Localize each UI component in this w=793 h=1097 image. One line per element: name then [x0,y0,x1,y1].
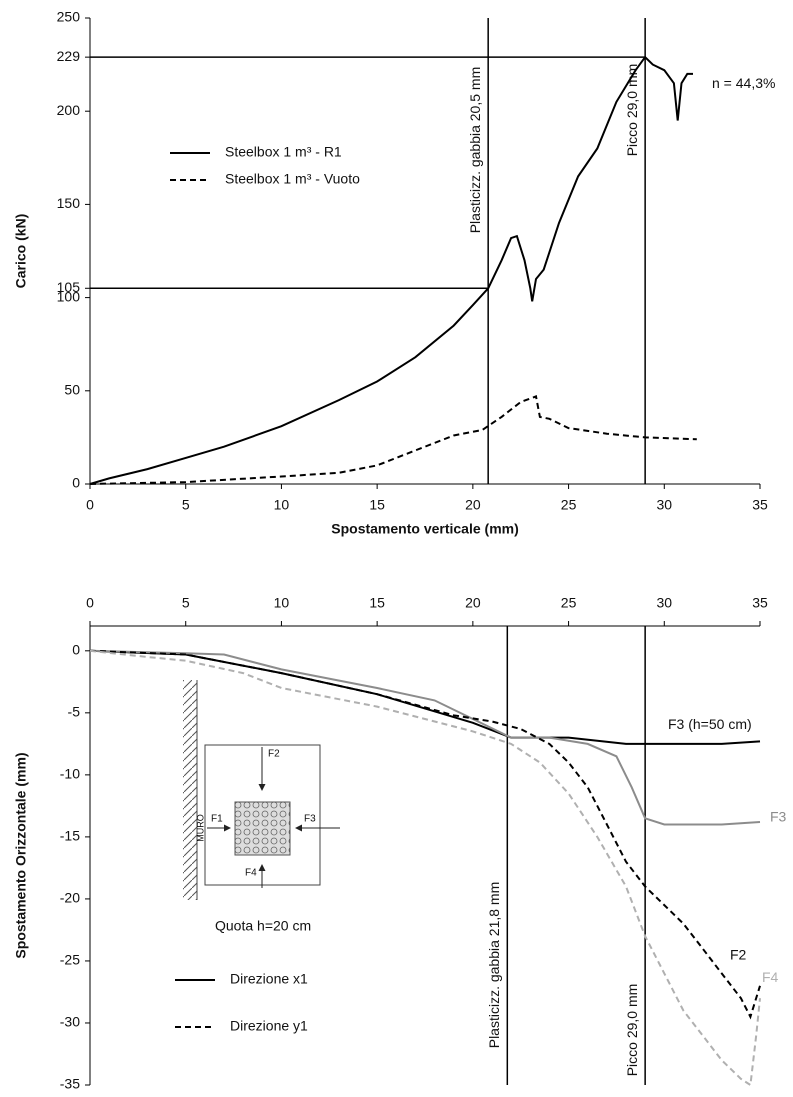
x-tick-label: 20 [465,497,481,513]
inset-caption: Quota h=20 cm [215,918,311,934]
y-tick-label: 50 [64,382,80,398]
series-label: F3 [770,809,787,825]
x-tick-label: 30 [656,595,672,611]
inset-label: F2 [268,749,280,760]
inset-label: MURO [195,814,205,842]
x-tick-label: 15 [369,497,385,513]
inset-diagram: F2 F1 F3 F4 MURO Quota h=20 cm [183,680,340,934]
y-tick-label: -20 [60,890,80,906]
y-tick-label: -35 [60,1076,80,1092]
marker-label: Picco 29,0 mm [624,64,640,157]
series-line [89,649,761,1087]
series-label: F4 [762,969,779,985]
inset-label: F1 [211,814,223,825]
marker-label: Plasticizz. gabbia 20,5 mm [467,67,483,234]
x-tick-label: 25 [561,595,577,611]
legend-label: Steelbox 1 m³ - Vuoto [225,171,360,187]
x-tick-label: 30 [656,497,672,513]
y-axis-title: Carico (kN) [13,214,29,289]
x-tick-label: 10 [274,595,290,611]
y-tick-label: -30 [60,1014,80,1030]
x-tick-label: 5 [182,595,190,611]
y-tick-label: 229 [57,48,81,64]
y-tick-label: 250 [57,9,81,25]
x-tick-label: 5 [182,497,190,513]
marker-label: Plasticizz. gabbia 21,8 mm [486,882,502,1049]
series-line [89,395,697,485]
y-tick-label: 105 [57,279,81,295]
y-tick-label: -10 [60,766,80,782]
sample [234,801,291,856]
y-tick-label: 150 [57,195,81,211]
x-tick-label: 25 [561,497,577,513]
y-tick-label: 0 [72,475,80,491]
legend-label: Steelbox 1 m³ - R1 [225,144,342,160]
legend-label: Direzione y1 [230,1018,308,1034]
y-axis-title: Spostamento Orizzontale (mm) [13,752,29,958]
series-line [89,649,761,1020]
y-tick-label: 0 [72,642,80,658]
inset-label: F4 [245,868,257,879]
wall-hatch [183,680,197,900]
series-label: F3 (h=50 cm) [668,716,752,732]
y-tick-label: -15 [60,828,80,844]
series-label: F2 [730,946,747,962]
inset-label: F3 [304,814,316,825]
series-line [89,649,761,826]
y-tick-label: 100 [57,288,81,304]
legend-label: Direzione x1 [230,971,308,987]
x-tick-label: 10 [274,497,290,513]
x-axis-title: Spostamento verticale (mm) [331,521,519,537]
x-tick-label: 0 [86,595,94,611]
y-tick-label: -25 [60,952,80,968]
annotation: n = 44,3% [712,75,775,91]
y-tick-label: 200 [57,102,81,118]
x-tick-label: 15 [369,595,385,611]
x-tick-label: 35 [752,497,768,513]
x-tick-label: 0 [86,497,94,513]
x-tick-label: 20 [465,595,481,611]
x-tick-label: 35 [752,595,768,611]
series-line [89,55,693,485]
y-tick-label: -5 [68,704,81,720]
marker-label: Picco 29,0 mm [624,984,640,1077]
